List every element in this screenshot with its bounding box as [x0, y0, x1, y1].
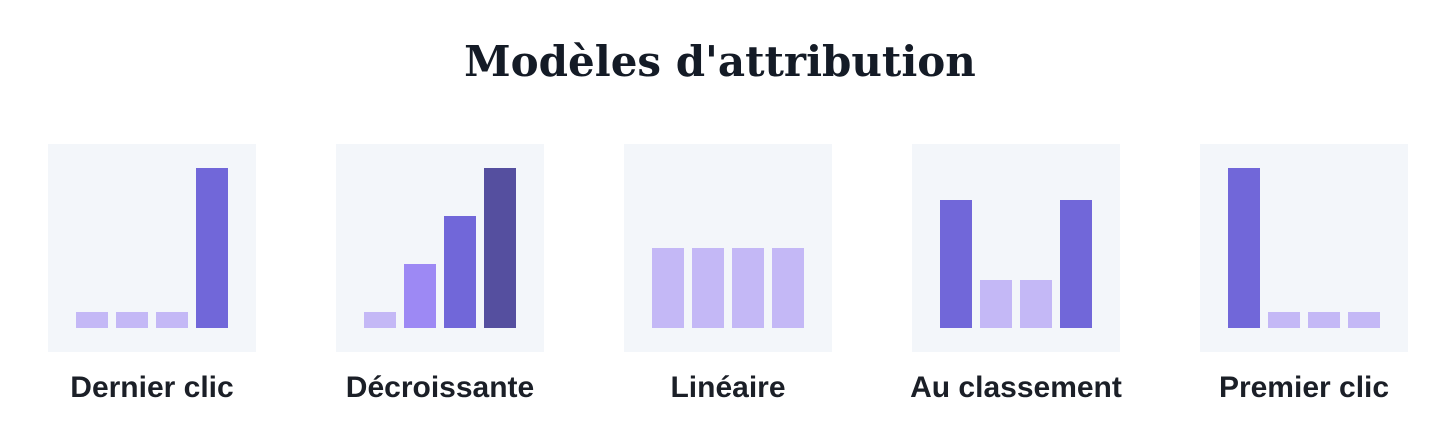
chart-bar-2	[692, 248, 724, 328]
page-title: Modèles d'attribution	[464, 37, 976, 86]
model-label: Premier clic	[1218, 371, 1390, 404]
model-card-au-classement: Au classement	[910, 144, 1122, 404]
chart-premier-clic	[1200, 144, 1408, 352]
model-label: Dernier clic	[70, 371, 234, 404]
chart-bar-2	[116, 312, 148, 328]
model-card-lineaire: Linéaire	[624, 144, 832, 404]
model-card-dernier-clic: Dernier clic	[48, 144, 256, 404]
chart-bar-2	[1268, 312, 1300, 328]
chart-decroissante	[336, 144, 544, 352]
chart-bar-2	[404, 264, 436, 328]
chart-bar-3	[1308, 312, 1340, 328]
model-card-premier-clic: Premier clic	[1200, 144, 1408, 404]
chart-bar-4	[1060, 200, 1092, 328]
chart-bar-3	[732, 248, 764, 328]
chart-lineaire	[624, 144, 832, 352]
chart-bar-4	[1348, 312, 1380, 328]
chart-bar-4	[772, 248, 804, 328]
chart-bar-4	[484, 168, 516, 328]
chart-bar-3	[444, 216, 476, 328]
model-card-decroissante: Décroissante	[336, 144, 544, 404]
chart-au-classement	[912, 144, 1120, 352]
chart-bar-3	[156, 312, 188, 328]
chart-bar-1	[76, 312, 108, 328]
chart-bar-3	[1020, 280, 1052, 328]
chart-bar-4	[196, 168, 228, 328]
model-label: Décroissante	[345, 371, 535, 404]
model-label: Linéaire	[670, 371, 786, 404]
chart-bar-1	[652, 248, 684, 328]
chart-bar-1	[1228, 168, 1260, 328]
chart-bar-2	[980, 280, 1012, 328]
model-label: Au classement	[910, 371, 1122, 404]
chart-bar-1	[364, 312, 396, 328]
chart-bar-1	[940, 200, 972, 328]
chart-dernier-clic	[48, 144, 256, 352]
